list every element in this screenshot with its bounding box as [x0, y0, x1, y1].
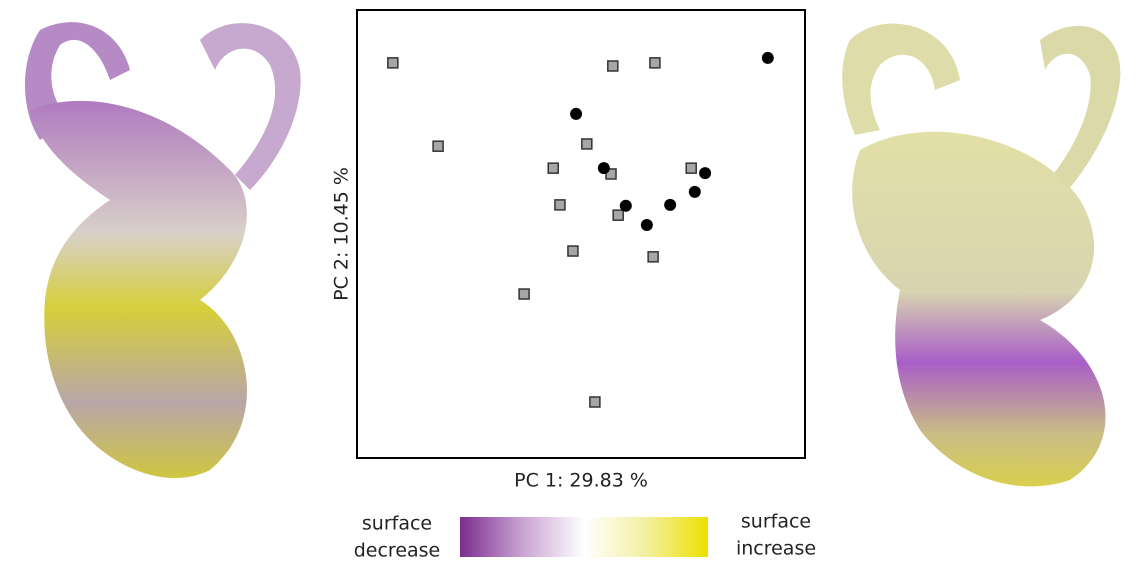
point: [607, 60, 619, 72]
point: [597, 162, 610, 175]
colorbar-low-label: decrease: [354, 540, 441, 562]
point: [387, 57, 399, 69]
ear-model-right: [842, 23, 1121, 487]
colorbar-high-label: increase: [736, 538, 816, 560]
point: [605, 168, 617, 180]
colorbar: [460, 517, 708, 557]
point: [640, 219, 653, 232]
point: [589, 396, 601, 408]
point: [581, 138, 593, 150]
point: [699, 167, 712, 180]
point: [664, 198, 677, 211]
point: [685, 162, 697, 174]
point: [619, 199, 632, 212]
point: [432, 140, 444, 152]
point: [570, 107, 583, 120]
plot-frame: [356, 9, 806, 459]
point: [688, 185, 701, 198]
point: [761, 51, 774, 64]
x-axis-label: PC 1: 29.83 %: [514, 470, 648, 492]
point: [567, 245, 579, 257]
point: [647, 251, 659, 263]
point: [554, 199, 566, 211]
point: [518, 288, 530, 300]
colorbar-high-label: surface: [741, 511, 811, 533]
point: [649, 57, 661, 69]
point: [612, 209, 624, 221]
y-axis-label: PC 2: 10.45 %: [331, 167, 353, 301]
colorbar-low-label: surface: [362, 513, 432, 535]
ear-model-left: [25, 22, 301, 479]
point: [547, 162, 559, 174]
